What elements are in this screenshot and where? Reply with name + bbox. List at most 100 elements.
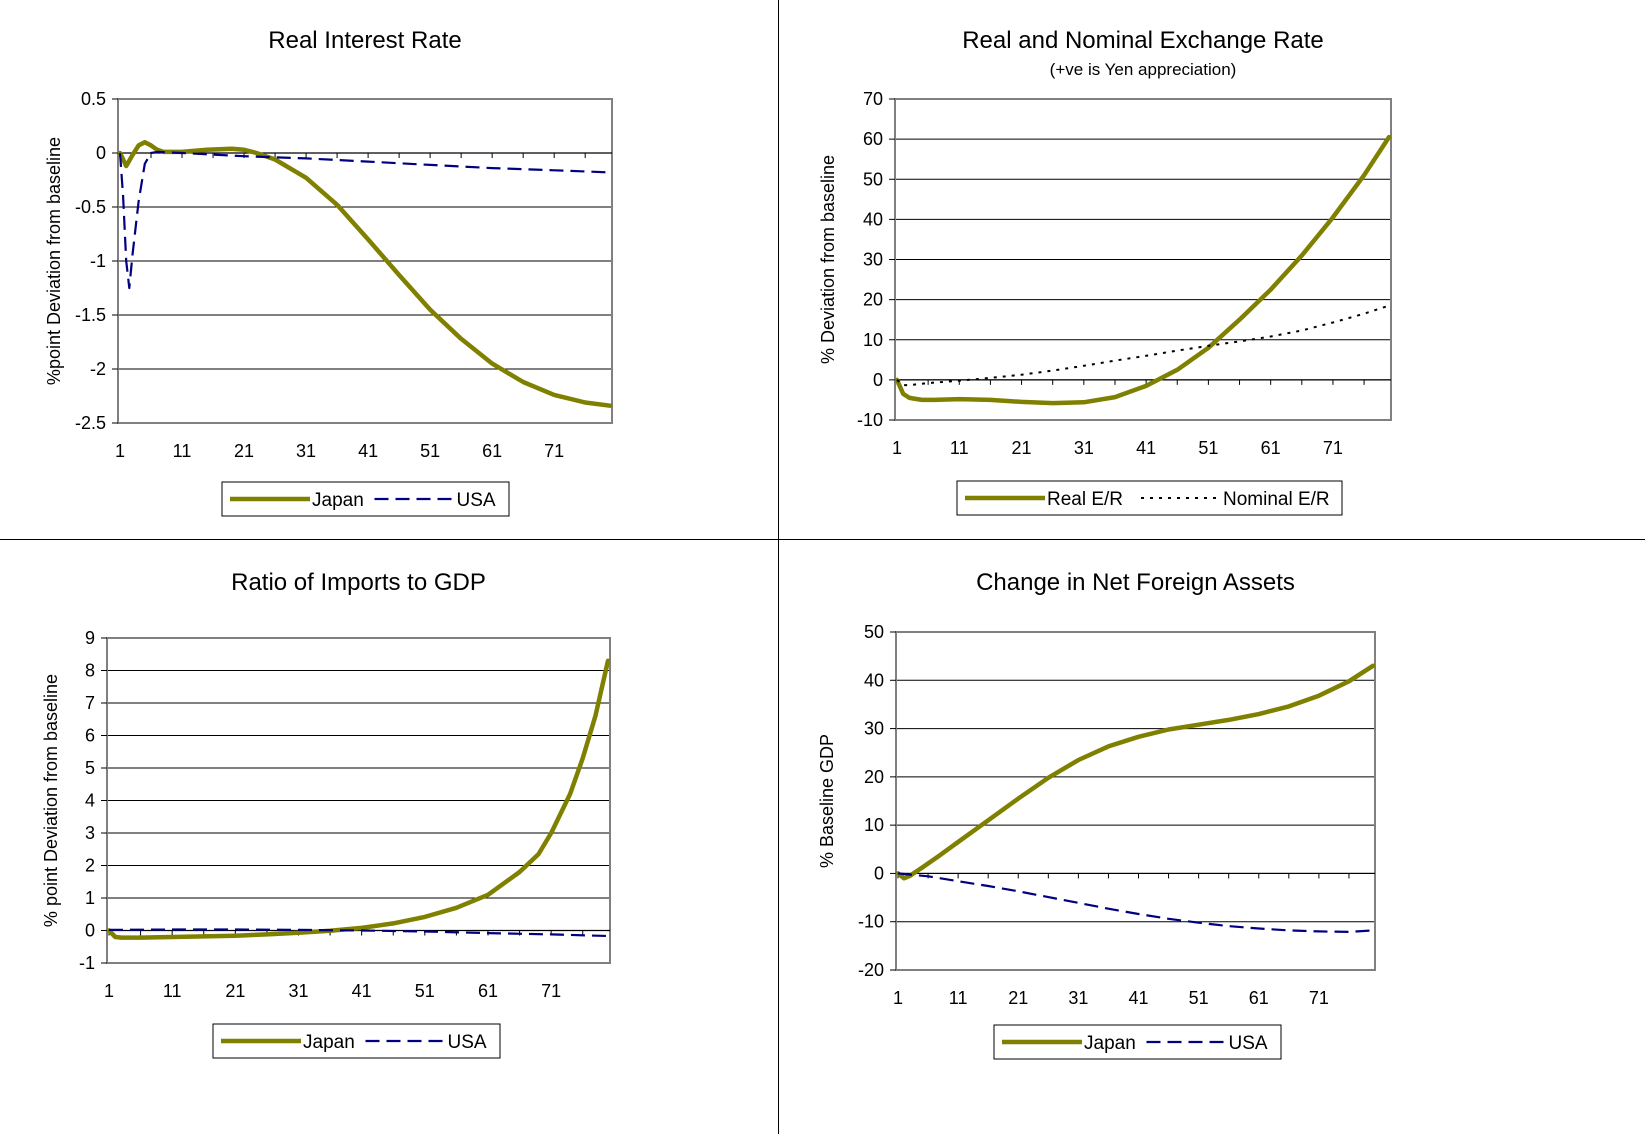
y-tick-label: 3 [85, 823, 95, 843]
x-tick-label: 11 [949, 988, 968, 1008]
y-tick-label: 30 [863, 250, 883, 270]
series-line-usa [118, 150, 611, 290]
x-tick-label: 31 [288, 981, 308, 1001]
x-tick-label: 11 [950, 438, 969, 458]
panel-imports-to-gdp: Ratio of Imports to GDP 9 8 7 6 5 4 3 2 1 0 -1 1 11 21… [0, 540, 779, 1134]
x-tick-label: 41 [358, 441, 378, 461]
legend-label: USA [457, 490, 496, 511]
legend-label: Nominal E/R [1223, 489, 1330, 510]
y-tick-label: -0.5 [75, 197, 106, 217]
series-line-real-e-r [894, 134, 1392, 406]
y-tick-label: 40 [863, 209, 883, 229]
y-tick-label: 1 [85, 888, 95, 908]
chart-title: Change in Net Foreign Assets [976, 569, 1295, 596]
y-tick-label: -2 [90, 359, 106, 379]
x-tick-label: 71 [544, 441, 564, 461]
series-line-japan [106, 658, 611, 940]
x-tick-label: 61 [478, 981, 498, 1001]
x-tick-label: 71 [1309, 988, 1329, 1008]
x-tick-label: 1 [104, 981, 114, 1001]
x-tick-label: 31 [1068, 988, 1088, 1008]
x-tick-label: 41 [1128, 988, 1148, 1008]
x-tick-label: 61 [1249, 988, 1269, 1008]
series-line-usa [108, 928, 609, 938]
y-tick-label: 10 [864, 815, 884, 835]
y-tick-label: 9 [85, 628, 95, 648]
x-tick-label: 21 [234, 441, 254, 461]
x-tick-label: 41 [1136, 438, 1156, 458]
panel-real-interest-rate: Real Interest Rate 0.5 0 -0.5 -1 -1.5 -2 -2.5 1 1… [0, 0, 779, 540]
x-tick-label: 61 [1261, 438, 1281, 458]
y-tick-label: 50 [864, 622, 884, 642]
y-tick-label: -10 [857, 410, 883, 430]
series-line-nominal-e-r [896, 304, 1390, 387]
y-tick-label: 20 [863, 290, 883, 310]
y-tick-label: 30 [864, 719, 884, 739]
y-axis-label: % point Deviation from baseline [41, 674, 61, 927]
y-axis-label: %point Deviation from baseline [44, 137, 64, 385]
legend-label: USA [1229, 1033, 1268, 1054]
y-tick-label: 70 [863, 89, 883, 109]
y-tick-label: 8 [85, 661, 95, 681]
y-tick-label: -1.5 [75, 305, 106, 325]
y-axis-label: % Deviation from baseline [818, 155, 838, 364]
x-tick-label: 11 [173, 441, 192, 461]
x-tick-label: 41 [352, 981, 372, 1001]
chart-title: Real Interest Rate [268, 27, 461, 54]
y-tick-label: 40 [864, 670, 884, 690]
y-tick-label: -1 [79, 953, 95, 973]
y-tick-label: 0.5 [81, 89, 106, 109]
chart-net-foreign-assets: Change in Net Foreign Assets 50 40 30 20 10 0 -… [817, 569, 1376, 1060]
legend-label: Japan [1084, 1033, 1136, 1054]
series-line-japan [117, 139, 613, 408]
chart-subtitle: (+ve is Yen appreciation) [1050, 60, 1237, 79]
legend-label: USA [448, 1032, 487, 1053]
x-tick-label: 31 [1074, 438, 1094, 458]
panel-exchange-rate: Real and Nominal Exchange Rate (+ve is Ye… [779, 0, 1645, 540]
y-axis-label: % Baseline GDP [817, 734, 837, 868]
x-tick-label: 51 [1198, 438, 1218, 458]
chart-exchange-rate: Real and Nominal Exchange Rate (+ve is Ye… [818, 27, 1392, 516]
y-tick-label: 0 [85, 921, 95, 941]
x-tick-label: 11 [163, 981, 182, 1001]
x-tick-label: 51 [420, 441, 440, 461]
x-tick-label: 21 [225, 981, 245, 1001]
x-tick-label: 71 [1323, 438, 1343, 458]
x-tick-label: 21 [1008, 988, 1028, 1008]
y-tick-label: -2.5 [75, 413, 106, 433]
y-tick-label: 0 [874, 863, 884, 883]
x-tick-label: 1 [892, 438, 902, 458]
y-tick-label: -10 [858, 912, 884, 932]
x-tick-label: 51 [415, 981, 435, 1001]
legend-label: Real E/R [1047, 489, 1123, 510]
legend-label: Japan [312, 490, 364, 511]
y-tick-label: 0 [96, 143, 106, 163]
x-tick-label: 1 [115, 441, 125, 461]
y-tick-label: 10 [863, 330, 883, 350]
chart-title: Ratio of Imports to GDP [231, 569, 486, 596]
series-line-japan [895, 663, 1376, 881]
x-tick-label: 51 [1189, 988, 1209, 1008]
y-tick-label: 50 [863, 169, 883, 189]
y-tick-label: 7 [85, 693, 95, 713]
x-tick-label: 21 [1012, 438, 1032, 458]
x-tick-label: 31 [296, 441, 316, 461]
y-tick-label: 6 [85, 726, 95, 746]
legend-label: Japan [303, 1032, 355, 1053]
y-tick-label: 60 [863, 129, 883, 149]
y-tick-label: -20 [858, 960, 884, 980]
y-tick-label: 5 [85, 758, 95, 778]
series-line-usa [897, 872, 1374, 933]
x-tick-label: 1 [893, 988, 903, 1008]
y-tick-label: 2 [85, 856, 95, 876]
chart-title: Real and Nominal Exchange Rate [962, 27, 1324, 54]
y-tick-label: 20 [864, 767, 884, 787]
x-tick-label: 71 [541, 981, 561, 1001]
panel-net-foreign-assets: Change in Net Foreign Assets 50 40 30 20 10 0 -… [779, 540, 1645, 1134]
x-tick-label: 61 [482, 441, 502, 461]
y-tick-label: 0 [873, 370, 883, 390]
y-tick-label: 4 [85, 791, 95, 811]
